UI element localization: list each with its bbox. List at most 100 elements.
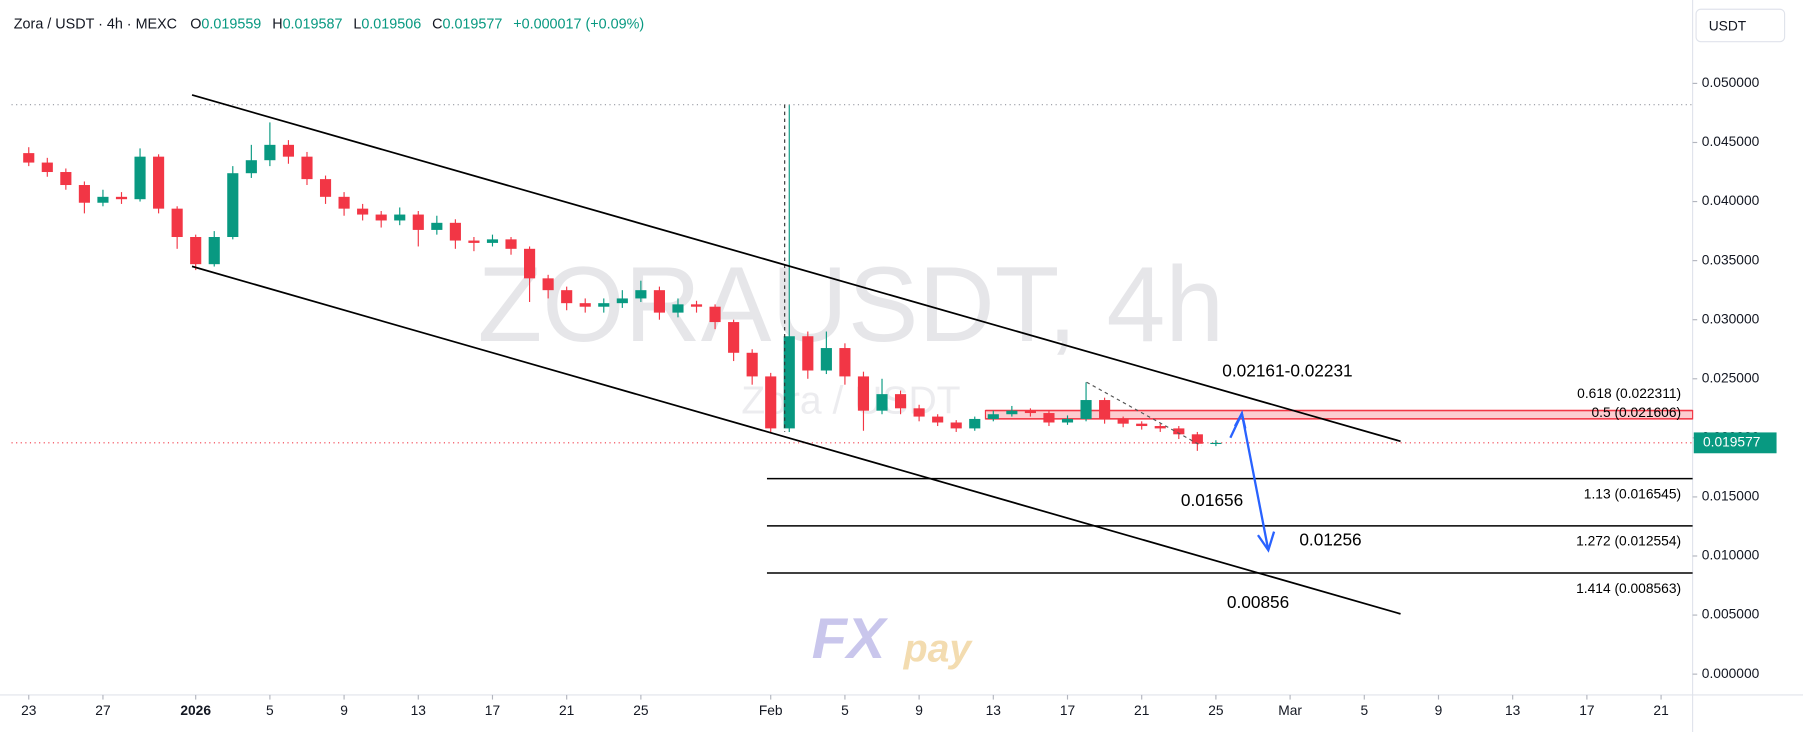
value: 0.019587 [283, 16, 343, 32]
candle-body [987, 414, 999, 419]
value: 0.019506 [361, 16, 421, 32]
candle-body [78, 185, 90, 203]
candle-body [1024, 410, 1036, 414]
x-tick-label: 25 [1208, 702, 1224, 718]
fib-label: 0.618 (0.022311) [1577, 385, 1681, 401]
label: L [353, 16, 361, 32]
candle-body [598, 303, 610, 307]
x-tick-label: 13 [1505, 702, 1521, 718]
candle-body [282, 144, 295, 157]
candle-body [765, 376, 777, 429]
value: 0.019577 [442, 16, 502, 32]
annotation: 0.02161-0.02231 [1222, 360, 1352, 380]
candle-body [690, 304, 703, 307]
candle-body [839, 348, 851, 377]
logo-fx: FX [812, 607, 889, 671]
candle-body [1117, 418, 1129, 424]
candle-body [1099, 400, 1111, 419]
candle-body [561, 290, 573, 304]
plot: 0.0000000.0050000.0100000.0150000.020000… [11, 74, 1777, 718]
candle-body [1080, 400, 1092, 419]
candle-body [894, 394, 907, 409]
candle-body [672, 304, 684, 313]
currency-button-label[interactable]: USDT [1709, 17, 1747, 33]
candle-body [468, 240, 480, 243]
label: C [432, 16, 442, 32]
y-tick-label: 0.040000 [1702, 192, 1760, 208]
candle-body [190, 237, 202, 265]
candle-body [264, 144, 276, 161]
candle-body [134, 156, 146, 200]
candle-body [227, 173, 239, 238]
candle-body [913, 408, 925, 417]
candle-body [115, 196, 128, 200]
label: O [190, 16, 201, 32]
y-tick-label: 0.010000 [1702, 547, 1760, 563]
candle-body [820, 348, 832, 371]
y-tick-label: 0.035000 [1702, 251, 1760, 267]
candle-body [1191, 434, 1203, 444]
legend-header: Zora / USDT · 4h · MEXC O0.019559 H0.019… [14, 16, 644, 32]
candle-body [41, 162, 53, 173]
currency-button[interactable] [1695, 8, 1786, 43]
candle-body [1173, 428, 1185, 435]
x-tick-label: 13 [411, 702, 427, 718]
symbol: Zora / USDT · 4h · MEXC [14, 16, 177, 32]
annotation: 0.01656 [1181, 490, 1243, 510]
candle-body [932, 416, 944, 423]
candle-body [412, 214, 424, 230]
x-tick-label: 21 [1653, 702, 1669, 718]
x-tick-label: 13 [986, 702, 1002, 718]
candle-body [542, 278, 554, 291]
x-tick-label: Mar [1278, 702, 1302, 718]
last-price-label: 0.019577 [1703, 433, 1760, 449]
candle-body [60, 172, 72, 186]
annotation: 0.00856 [1227, 592, 1289, 612]
arrow-head [1233, 410, 1247, 429]
candle-body [857, 376, 870, 411]
candle-body [802, 336, 814, 371]
x-tick-label: 5 [841, 702, 849, 718]
candle-body [783, 336, 795, 429]
arrow-head [1257, 531, 1276, 553]
fib-label: 1.13 (0.016545) [1584, 486, 1681, 502]
candle-body [505, 239, 517, 249]
label: H [272, 16, 282, 32]
x-tick-label: 2026 [180, 702, 211, 718]
candle-body [449, 222, 461, 241]
candle-body [635, 290, 647, 299]
candle-body [97, 196, 109, 203]
fib-label: 0.5 (0.021606) [1591, 404, 1681, 420]
candle-body [728, 322, 740, 353]
candle-body [579, 303, 591, 307]
fib-label: 1.272 (0.012554) [1576, 533, 1681, 549]
last-price-tag [1693, 432, 1777, 454]
candle-body [486, 239, 499, 243]
x-tick-label: 21 [1134, 702, 1150, 718]
candle-body [1061, 418, 1074, 423]
change: +0.000017 (+0.09%) [513, 16, 644, 32]
y-tick-label: 0.050000 [1702, 74, 1760, 90]
y-tick-label: 0.030000 [1702, 310, 1760, 326]
logo-pay: pay [903, 626, 974, 670]
candle-body [375, 214, 387, 221]
candle-body [969, 418, 981, 429]
candle-body [653, 290, 665, 313]
candle-body [709, 306, 721, 323]
dashed-trend [1086, 381, 1202, 447]
candle-body [245, 160, 257, 174]
y-tick-label: 0.045000 [1702, 133, 1760, 149]
x-tick-label: 5 [1360, 702, 1368, 718]
candle-body [431, 222, 443, 230]
channel-lower [191, 265, 1401, 615]
candle-body [950, 422, 962, 429]
candle-body [208, 237, 220, 265]
x-tick-label: 17 [485, 702, 500, 718]
candle-body [301, 156, 313, 180]
annotation: 0.01256 [1299, 529, 1361, 549]
x-tick-label: 21 [559, 702, 575, 718]
x-tick-label: 25 [633, 702, 649, 718]
candle-body [153, 156, 165, 209]
